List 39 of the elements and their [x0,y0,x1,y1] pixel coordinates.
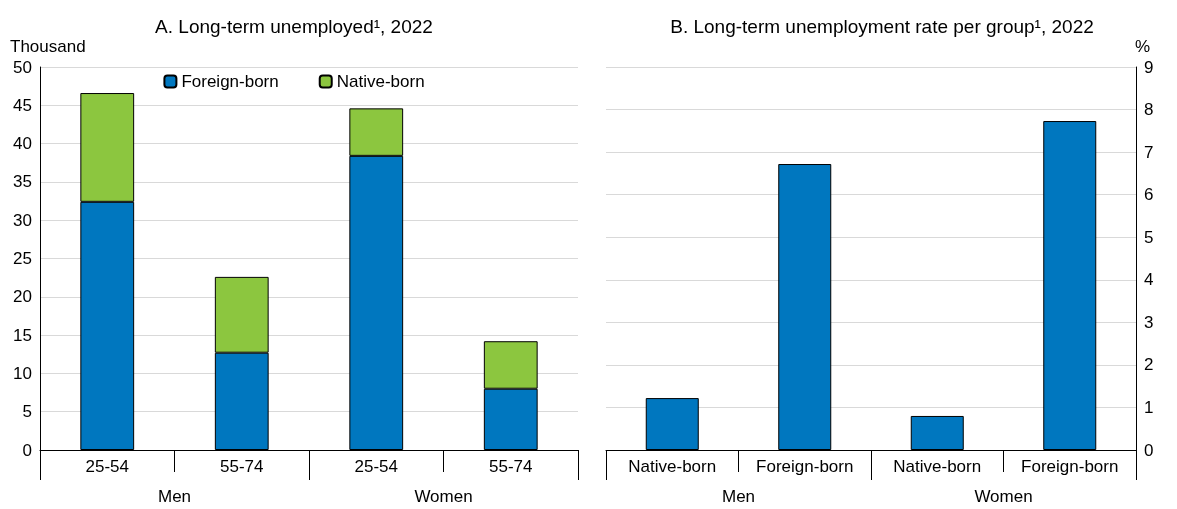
y2-tick-label: 1 [1144,397,1154,417]
x-tick-label: Native-born [628,457,717,476]
text: Men [157,487,192,506]
y-tick-label: 0 [22,440,32,460]
legend-label: Native-born [336,72,425,91]
y2-tick-label: 4 [1144,270,1154,290]
chart-title: B. Long-term unemployment rate per group¹, 2022 [670,16,1094,37]
y-tick-label: 35 [13,172,32,192]
y-tick-label: 30 [13,210,32,230]
x-tick-label: Native-born [893,457,982,476]
text: Men [721,487,756,506]
y-tick-label: 10 [13,363,32,383]
y2-tick-label: 2 [1144,355,1154,375]
x-tick-label: 55-74 [489,457,533,476]
text: Women [414,487,473,506]
y2-tick-label: 8 [1144,100,1154,120]
y2-tick-label: 0 [1144,440,1154,460]
y2-axis-title: % [1134,37,1150,56]
y-tick-label: 20 [13,287,32,307]
y2-tick-label: 6 [1144,185,1154,205]
x-tick-label: Foreign-born [1021,457,1119,476]
y-tick-label: 25 [13,249,32,268]
chart-title: A. Long-term unemployed¹, 2022 [155,16,433,37]
y-tick-label: 45 [13,95,32,115]
legend-label: Foreign-born [181,72,279,91]
x-tick-label: 25-54 [354,457,398,476]
x-tick-label: Foreign-born [756,457,854,476]
y2-tick-label: 7 [1144,142,1154,162]
x-tick-label: 25-54 [85,457,129,476]
y-tick-label: 50 [13,57,32,77]
y-tick-label: 5 [22,402,32,422]
y2-tick-label: 9 [1144,57,1154,77]
y-tick-label: 40 [13,134,32,154]
y2-tick-label: 5 [1144,227,1154,247]
x-tick-label: 55-74 [220,457,264,476]
y2-tick-label: 3 [1144,312,1154,332]
text: Women [974,487,1033,506]
y-tick-label: 15 [13,325,32,345]
y-axis-title: Thousand [10,37,86,56]
